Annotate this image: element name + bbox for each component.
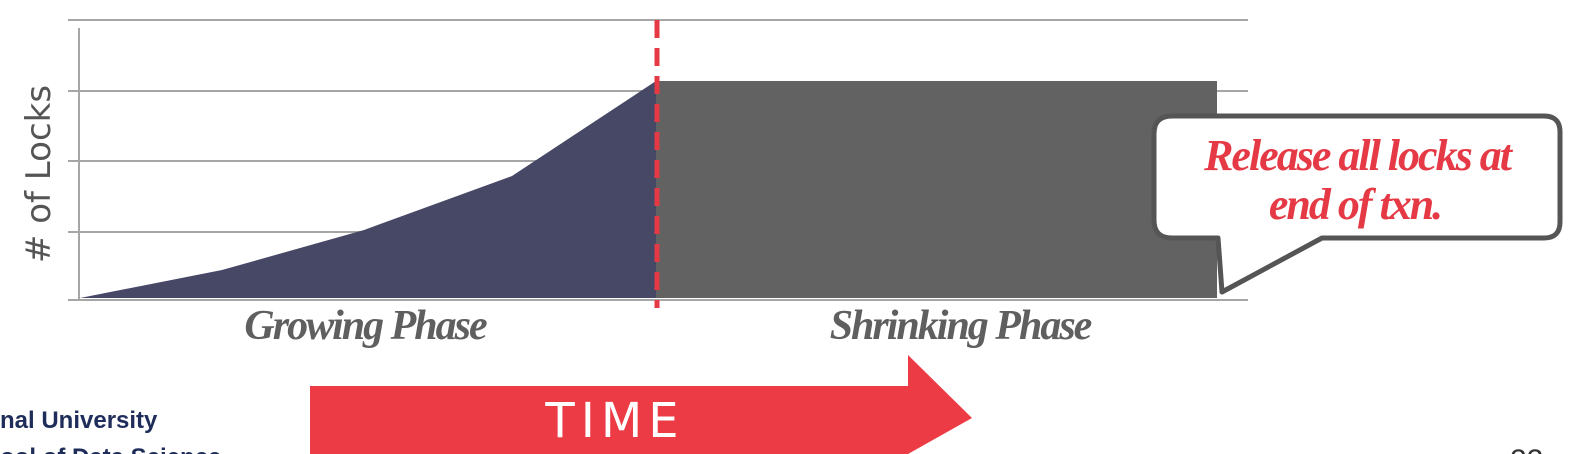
shrinking-phase-area: [656, 81, 1217, 298]
growing-phase-label: Growing Phase: [244, 303, 487, 349]
shrinking-phase-label: Shrinking Phase: [830, 303, 1092, 349]
page-number: 22: [1510, 444, 1543, 454]
time-label: TIME: [544, 393, 684, 449]
growing-phase-area: [80, 81, 656, 298]
time-arrow: [310, 355, 972, 454]
footer-university: nal University: [0, 407, 158, 434]
y-axis-label: # of Locks: [19, 85, 59, 263]
callout-bubble: [1151, 113, 1563, 295]
footer-school: ool of Data Science: [0, 444, 221, 454]
callout-line-1: Release all locks at: [1203, 131, 1514, 180]
callout-line-2: end of txn.: [1269, 180, 1441, 229]
